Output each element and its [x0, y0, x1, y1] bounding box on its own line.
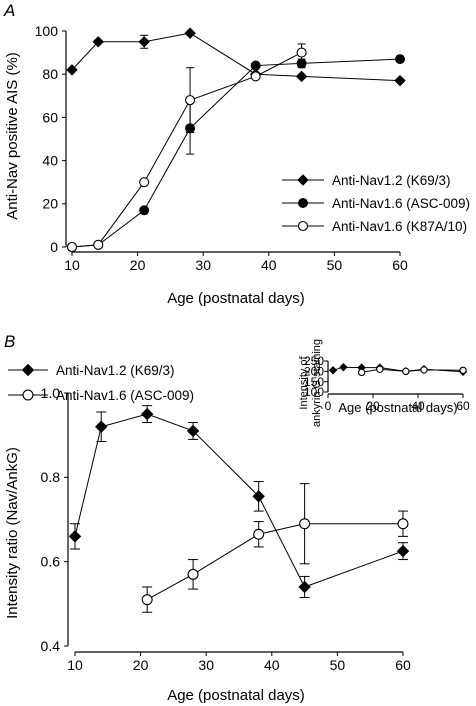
- panel-b-series-1-point: [397, 518, 409, 530]
- panel-a-series-2-line: [71, 52, 302, 248]
- panel-inset-y-tick-label: 100: [304, 385, 324, 399]
- inset-ylabel-line-2: ankyrin G staining: [311, 339, 323, 427]
- panel-a-series-1-point: [139, 205, 150, 216]
- panel-inset-series-1-point: [459, 366, 467, 374]
- panel-b-legend-0-marker: [21, 363, 35, 377]
- panel-a-legend-1-label: Anti-Nav1.6 (ASC-009): [332, 196, 470, 211]
- panel-inset-series-1-point: [420, 366, 428, 374]
- panel-inset-x-tick-label: 40: [411, 399, 425, 413]
- panel-a-series-0-point: [184, 27, 196, 39]
- panel-a-series-2-point: [66, 241, 78, 253]
- panel-b-legend-0-label: Anti-Nav1.2 (K69/3): [56, 363, 175, 378]
- panel-a-series-2-point: [185, 95, 196, 106]
- panel-b-x-tick-label: 40: [264, 657, 280, 673]
- panel-a-series-2-point: [296, 47, 307, 58]
- panel-b-series-1-point: [253, 528, 265, 540]
- panel-b-x-tick-label: 20: [133, 657, 149, 673]
- panel-b-series-0-point: [68, 530, 82, 543]
- panel-b-series-1-point: [187, 568, 199, 580]
- panel-a-series-0-point: [66, 64, 78, 76]
- panel-b-x-tick-label: 50: [330, 657, 346, 673]
- panel-a-y-tick-label: 100: [35, 23, 59, 39]
- panel-a-y-tick-label: 0: [50, 239, 58, 255]
- panel-inset-y-tick-label: 250: [304, 354, 324, 368]
- panel-b-label: B: [4, 332, 15, 351]
- panel-b-y-tick-label: 1.0: [41, 385, 61, 401]
- panel-a-x-tick-label: 50: [327, 257, 343, 273]
- panel-inset-y-tick-label: 150: [304, 375, 324, 389]
- panel-b-series-0-line: [74, 413, 404, 588]
- panel-inset-x-tick-label: 0: [325, 399, 332, 413]
- panel-b-series-0-point: [396, 544, 410, 558]
- panel-a-y-tick-label: 40: [42, 153, 58, 169]
- panel-a-xlabel: Age (postnatal days): [167, 290, 305, 307]
- panel-b-series-0-point: [252, 490, 265, 503]
- panel-b-legend-1-marker: [22, 389, 34, 401]
- panel-inset-series-0-point: [339, 362, 348, 372]
- panel-b-series-0-point: [298, 580, 311, 594]
- panel-a-legend-2-label: Anti-Nav1.6 (K87A/10): [332, 219, 467, 234]
- panel-a-x-tick-label: 30: [195, 257, 211, 273]
- panel-b-y-tick-label: 0.6: [41, 554, 61, 570]
- inset-xlabel: Age (postnatal days): [338, 400, 457, 415]
- panel-inset-series-1-point: [402, 367, 410, 376]
- panel-b-xlabel: Age (postnatal days): [167, 687, 305, 704]
- panel-b-series-1-point: [299, 518, 311, 530]
- panel-a-x-tick-label: 20: [130, 257, 146, 273]
- panel-a-series-2-point: [250, 71, 261, 82]
- panel-b-x-tick-label: 10: [67, 657, 83, 673]
- panel-a-series-1-point: [395, 54, 405, 65]
- panel-a-series-1-point: [250, 60, 261, 71]
- panel-a-y-tick-label: 80: [42, 66, 58, 82]
- panel-b-ylabel: Intensity ratio (Nav/AnkG): [4, 447, 21, 619]
- panel-a-x-tick-label: 10: [64, 257, 80, 273]
- panel-a-series-0-point: [295, 70, 308, 83]
- panel-a-legend-0-marker: [297, 174, 309, 186]
- panel-b-series-0-point: [95, 420, 108, 433]
- panel-b-legend-1-label: Anti-Nav1.6 (ASC-009): [56, 388, 194, 403]
- panel-b-series-1-line: [146, 523, 403, 601]
- inset-ylabel-line-1: Intensity of: [298, 355, 310, 409]
- panel-a-series-0-line: [71, 32, 401, 82]
- panel-a-x-tick-label: 40: [261, 257, 277, 273]
- panel-inset-series-1-point: [357, 368, 366, 377]
- panel-inset-y-tick-label: 200: [304, 365, 324, 379]
- panel-a-label: A: [3, 1, 15, 20]
- panel-inset-x-tick-label: 20: [366, 399, 380, 413]
- panel-a-series-0-point: [138, 36, 150, 48]
- panel-a-ylabel: Anti-Nav positive AIS (%): [4, 52, 21, 220]
- panel-a-series-0-point: [92, 36, 104, 48]
- panel-a-legend-0-label: Anti-Nav1.2 (K69/3): [332, 173, 451, 188]
- panel-b-series-0-point: [186, 424, 200, 438]
- panel-inset-series-1-point: [376, 365, 384, 373]
- panel-b-x-tick-label: 60: [395, 657, 411, 673]
- panel-a-legend-2-marker: [297, 220, 309, 232]
- panel-a-series-0-point: [394, 74, 406, 87]
- panel-b-series-1-point: [141, 594, 153, 606]
- panel-a-series-2-point: [139, 177, 150, 188]
- panel-a-x-tick-label: 60: [392, 257, 408, 273]
- panel-b-y-tick-label: 0.8: [41, 469, 61, 485]
- panel-a-y-tick-label: 60: [42, 109, 58, 125]
- panel-inset-series-0-point: [328, 366, 338, 375]
- panel-inset-x-tick-label: 60: [456, 399, 470, 413]
- panel-b-series-0-point: [140, 407, 154, 421]
- panel-a-y-tick-label: 20: [42, 196, 58, 212]
- panel-a-legend-1-marker: [298, 198, 308, 208]
- panel-b-x-tick-label: 30: [198, 657, 214, 673]
- panel-a-series-2-point: [93, 239, 104, 250]
- panel-b-y-tick-label: 0.4: [41, 638, 61, 654]
